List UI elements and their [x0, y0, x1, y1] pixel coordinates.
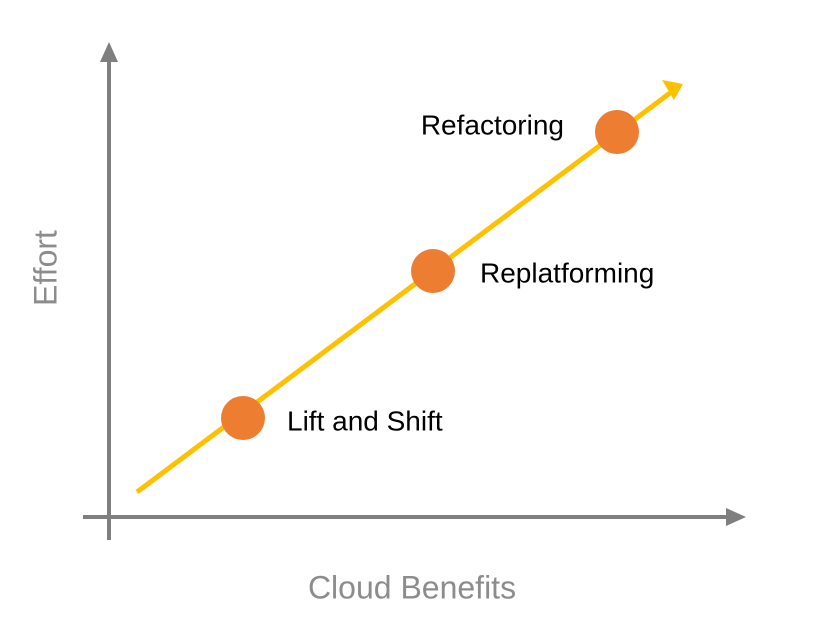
node-label: Lift and Shift: [287, 405, 443, 436]
node-label: Replatforming: [480, 257, 654, 288]
y-axis-label: Effort: [27, 230, 63, 306]
node-dot: [411, 249, 455, 293]
x-axis-arrowhead: [726, 508, 746, 526]
trend-arrowhead: [662, 80, 683, 100]
node-dot: [221, 396, 265, 440]
x-axis-label: Cloud Benefits: [308, 569, 516, 605]
node-dot: [595, 110, 639, 154]
y-axis-arrowhead: [100, 42, 118, 62]
node-label: Refactoring: [421, 109, 564, 140]
